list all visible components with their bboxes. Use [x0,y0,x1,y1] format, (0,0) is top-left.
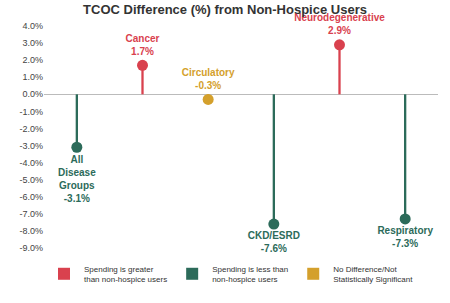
svg-text:Spending is less thannon-hospi: Spending is less thannon-hospice users [212,265,288,284]
svg-text:2.0%: 2.0% [22,55,43,65]
svg-text:-6.0%: -6.0% [19,192,43,202]
svg-text:-1.0%: -1.0% [19,107,43,117]
svg-text:No Difference/NotStatistically: No Difference/NotStatistically Significa… [333,265,413,284]
svg-text:Respiratory-7.3%: Respiratory-7.3% [377,225,433,249]
svg-text:TCOC Difference (%) from Non-H: TCOC Difference (%) from Non-Hospice Use… [83,2,367,17]
svg-text:0.0%: 0.0% [22,89,43,99]
svg-text:-2.0%: -2.0% [19,124,43,134]
svg-text:Cancer1.7%: Cancer1.7% [126,33,160,57]
svg-text:-9.0%: -9.0% [19,243,43,253]
svg-text:1.0%: 1.0% [22,72,43,82]
svg-text:3.0%: 3.0% [22,38,43,48]
svg-text:-7.0%: -7.0% [19,209,43,219]
svg-text:-8.0%: -8.0% [19,226,43,236]
svg-text:AllDiseaseGroups-3.1%: AllDiseaseGroups-3.1% [58,154,96,204]
svg-text:Neurodegenerative2.9%: Neurodegenerative2.9% [294,12,385,36]
svg-text:CKD/ESRD-7.6%: CKD/ESRD-7.6% [248,230,300,254]
svg-text:-4.0%: -4.0% [19,158,43,168]
svg-text:Circulatory-0.3%: Circulatory-0.3% [182,67,235,91]
svg-text:-5.0%: -5.0% [19,175,43,185]
svg-text:Spending is greaterthan non-ho: Spending is greaterthan non-hospice user… [84,265,167,284]
svg-text:4.0%: 4.0% [22,21,43,31]
svg-text:-3.0%: -3.0% [19,141,43,151]
